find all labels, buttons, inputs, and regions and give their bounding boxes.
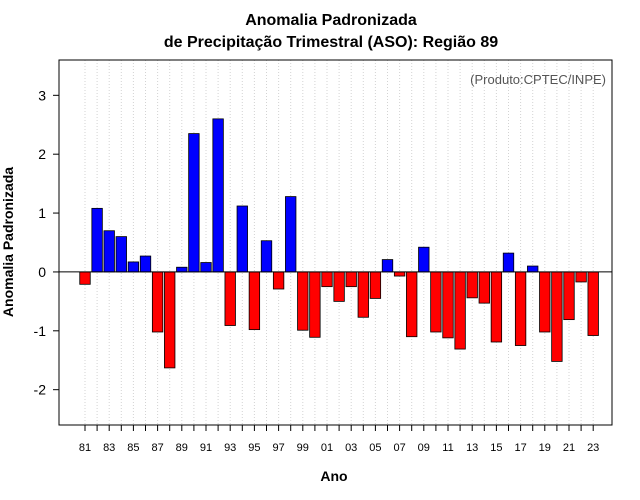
bar-94 — [236, 205, 248, 273]
bar-05 — [369, 271, 382, 299]
bar-02 — [333, 271, 345, 302]
x-tick-label: 21 — [563, 442, 575, 454]
y-tick-label: 1 — [38, 205, 46, 221]
x-tick-label: 95 — [248, 442, 260, 454]
x-tick-label: 83 — [103, 442, 115, 454]
bar-07 — [393, 271, 406, 277]
bar-21 — [563, 271, 575, 321]
x-tick-label: 97 — [272, 442, 284, 454]
bar-00 — [309, 271, 321, 338]
x-tick-label: 91 — [200, 442, 212, 454]
annotation-source: (Produto:CPTEC/INPE) — [470, 72, 606, 87]
bar-12 — [454, 271, 466, 350]
bar-85 — [127, 261, 140, 273]
x-tick-label: 01 — [321, 442, 333, 454]
bar-93 — [224, 271, 236, 326]
chart-subtitle: de Precipitação Trimestral (ASO): Região… — [164, 34, 498, 51]
bar-89 — [176, 266, 188, 273]
bar-99 — [297, 271, 309, 331]
x-tick-label: 87 — [151, 442, 163, 454]
bar-17 — [514, 271, 527, 346]
bar-08 — [406, 271, 418, 338]
y-axis-label: Anomalia Padronizada — [0, 167, 16, 317]
bar-92 — [212, 118, 224, 273]
x-tick-label: 03 — [345, 442, 357, 454]
x-tick-label: 89 — [176, 442, 188, 454]
bar-87 — [151, 271, 164, 333]
x-tick-label: 85 — [127, 442, 139, 454]
x-tick-label: 93 — [224, 442, 236, 454]
chart-title: Anomalia Padronizada — [245, 12, 417, 29]
x-tick-label: 13 — [466, 442, 478, 454]
x-tick-label: 05 — [369, 442, 381, 454]
grid-lines — [84, 60, 594, 425]
bar-13 — [466, 271, 478, 299]
bars — [79, 118, 599, 369]
bar-91 — [200, 262, 212, 273]
bar-20 — [551, 271, 563, 362]
bar-01 — [321, 271, 333, 288]
bar-04 — [357, 271, 369, 318]
y-axis: -2 -1 0 1 2 3 — [34, 87, 59, 398]
bar-18 — [527, 265, 539, 273]
bar-82 — [91, 207, 103, 273]
bar-88 — [164, 271, 176, 369]
bar-84 — [115, 236, 127, 273]
y-tick-label: -1 — [34, 323, 47, 339]
bar-98 — [285, 196, 297, 273]
bar-19 — [539, 271, 551, 333]
x-tick-label: 09 — [418, 442, 430, 454]
bar-81 — [79, 271, 91, 285]
bar-16 — [502, 252, 515, 273]
y-tick-label: 2 — [38, 146, 46, 162]
x-tick-label: 17 — [514, 442, 526, 454]
bar-96 — [260, 240, 273, 273]
bar-09 — [418, 246, 430, 273]
y-tick-label: 3 — [38, 87, 46, 103]
x-axis-label: Ano — [320, 468, 347, 484]
x-tick-label: 11 — [442, 442, 453, 454]
x-tick-label: 19 — [539, 442, 551, 454]
bar-14 — [478, 271, 490, 304]
bar-90 — [188, 133, 200, 273]
bar-95 — [248, 271, 261, 331]
x-axis: 81 83 85 87 89 91 93 95 97 99 01 03 05 07 09 11 13 15 17 19… — [79, 425, 599, 454]
x-tick-label: 07 — [393, 442, 405, 454]
bar-83 — [103, 230, 115, 273]
bar-15 — [490, 271, 503, 343]
bar-06 — [381, 259, 394, 273]
bar-22 — [575, 271, 587, 283]
y-tick-label: 0 — [38, 264, 46, 280]
x-tick-label: 15 — [490, 442, 502, 454]
bar-23 — [587, 271, 599, 336]
bar-10 — [430, 271, 442, 333]
bar-11 — [442, 271, 454, 339]
bar-97 — [272, 271, 285, 290]
plot-frame — [58, 59, 613, 426]
x-tick-label: 23 — [587, 442, 599, 454]
bar-03 — [345, 271, 357, 288]
y-tick-label: -2 — [34, 382, 47, 398]
x-tick-label: 99 — [297, 442, 309, 454]
x-tick-label: 81 — [79, 442, 91, 454]
bar-86 — [139, 255, 152, 273]
